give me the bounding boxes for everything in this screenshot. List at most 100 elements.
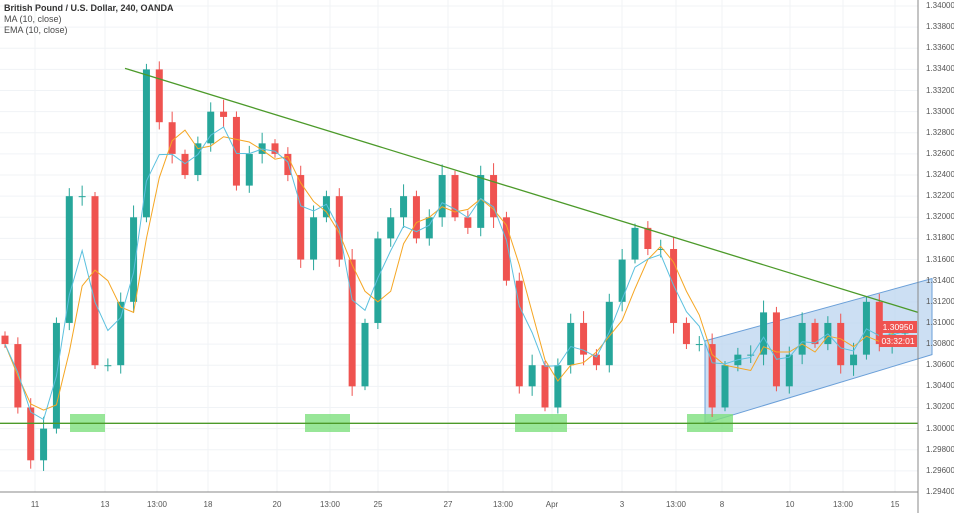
price-axis-label: 1.32000 <box>926 212 954 222</box>
price-axis-label: 1.31400 <box>926 275 954 285</box>
time-axis-label: 10 <box>785 500 795 509</box>
time-axis-label: Apr <box>545 500 559 509</box>
price-axis-label: 1.29400 <box>926 486 954 496</box>
candle-up <box>631 227 639 260</box>
time-axis-label: 27 <box>443 500 453 509</box>
candle-up <box>618 259 626 302</box>
time-axis-label: 13:00 <box>319 500 341 509</box>
candle-up <box>194 143 202 176</box>
candle-up <box>400 196 408 218</box>
candle-up <box>760 312 768 355</box>
candle-down <box>91 196 99 366</box>
price-axis-label: 1.31000 <box>926 317 954 327</box>
candle-up <box>850 354 858 366</box>
candle-up <box>605 301 613 366</box>
candle-down <box>1 335 9 345</box>
time-axis-label: 20 <box>272 500 282 509</box>
candle-up <box>40 428 48 461</box>
current-price-tag: 1.30950 <box>879 321 917 333</box>
resistance-trendline <box>124 67 919 314</box>
candle-up <box>438 175 446 218</box>
candle-down <box>541 365 549 408</box>
price-axis-label: 1.30400 <box>926 381 954 391</box>
ema-line <box>4 126 906 421</box>
candle-up <box>567 322 575 366</box>
price-axis-label: 1.32600 <box>926 148 954 158</box>
time-axis-label: 11 <box>30 500 40 509</box>
candle-down <box>464 217 472 228</box>
candle-down <box>682 322 690 345</box>
candle-down <box>837 322 845 366</box>
ascending-channel <box>704 277 933 424</box>
candle-down <box>502 217 510 281</box>
chart-legend: British Pound / U.S. Dollar, 240, OANDA … <box>4 3 174 36</box>
candle-up <box>477 175 485 228</box>
candle-down <box>412 196 420 239</box>
price-axis-label: 1.30800 <box>926 339 954 349</box>
ma-line <box>4 129 906 411</box>
candle-up <box>657 248 665 250</box>
candle-up <box>425 217 433 239</box>
candle-down <box>335 196 343 260</box>
time-axis-label: 13:00 <box>832 500 854 509</box>
time-axis-label: 3 <box>619 500 625 509</box>
price-axis-label: 1.34000 <box>926 1 954 10</box>
candle-down <box>348 259 356 387</box>
candle-up <box>130 217 138 302</box>
candle-down <box>515 280 523 387</box>
price-axis-label: 1.29600 <box>926 465 954 475</box>
candle-up <box>528 365 536 387</box>
candle-up <box>245 153 253 186</box>
candle-up <box>207 111 215 144</box>
price-axis-label: 1.33400 <box>926 64 954 74</box>
candle-down <box>592 354 600 366</box>
candle-down <box>181 153 189 176</box>
candle-up <box>747 354 755 356</box>
candle-up <box>78 196 86 198</box>
price-axis-label: 1.29800 <box>926 444 954 454</box>
candle-down <box>168 122 176 154</box>
candle-up <box>142 69 150 218</box>
candle-up <box>310 217 318 260</box>
candle-down <box>271 143 279 154</box>
candle-up <box>374 238 382 323</box>
candle-down <box>155 69 163 123</box>
price-axis-label: 1.32200 <box>926 191 954 201</box>
candle-down <box>811 322 819 345</box>
candle-down <box>708 344 716 408</box>
candle-up <box>798 322 806 355</box>
price-axis-label: 1.32400 <box>926 170 954 180</box>
candle-up <box>785 354 793 387</box>
candle-down <box>490 175 498 218</box>
ma-indicator-label[interactable]: MA (10, close) <box>4 14 62 24</box>
price-axis-label: 1.31600 <box>926 254 954 264</box>
candle-down <box>27 407 35 461</box>
time-axis-label: 13 <box>100 500 110 509</box>
candle-up <box>104 365 112 367</box>
price-axis-label: 1.33800 <box>926 22 954 32</box>
candle-up <box>554 365 562 408</box>
time-axis-label: 8 <box>719 500 725 509</box>
price-axis-label: 1.33600 <box>926 43 954 53</box>
price-axis-label: 1.30600 <box>926 360 954 370</box>
price-axis-label: 1.30000 <box>926 423 954 433</box>
time-axis-label: 15 <box>890 500 900 509</box>
time-axis-label: 13:00 <box>492 500 514 509</box>
price-axis-label: 1.32800 <box>926 127 954 137</box>
bar-countdown-tag: 03:32:01 <box>879 335 917 347</box>
candle-up <box>117 301 125 366</box>
candle-down <box>232 116 240 186</box>
candle-up <box>862 301 870 355</box>
price-axis-label: 1.33000 <box>926 106 954 116</box>
ema-indicator-label[interactable]: EMA (10, close) <box>4 25 68 35</box>
time-axis-label: 13:00 <box>665 500 687 509</box>
time-axis-label: 18 <box>203 500 213 509</box>
candle-down <box>284 153 292 176</box>
candle-down <box>580 322 588 355</box>
time-axis-label: 13:00 <box>146 500 168 509</box>
candle-down <box>297 175 305 260</box>
candle-down <box>644 227 652 249</box>
candle-down <box>220 111 228 117</box>
